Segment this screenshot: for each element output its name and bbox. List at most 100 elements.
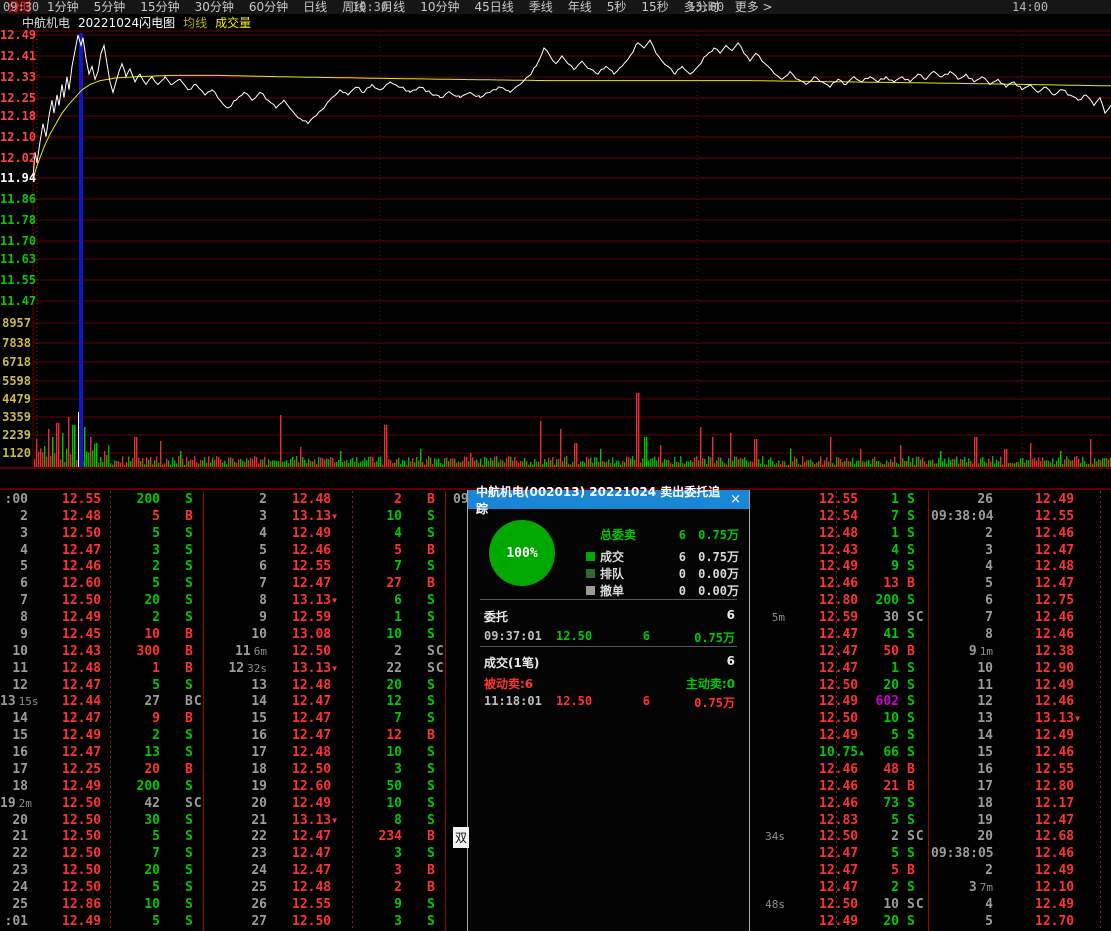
tick-row[interactable]: 27 12.50 3 S	[251, 913, 436, 929]
menu-item-13[interactable]: 年线	[567, 0, 592, 14]
tick-row[interactable]: 12 32s 13.13▼ 22 SC	[228, 660, 445, 676]
tick-row[interactable]: 2 12.48 2 B	[259, 491, 436, 507]
tick-row[interactable]: 09	[453, 491, 469, 507]
tick-row[interactable]: 12.49 20 S	[819, 913, 916, 929]
tick-row[interactable]: 11 6m 12.50 2 SC	[235, 643, 445, 659]
tick-row[interactable]: 12.47 1 S	[819, 660, 916, 676]
menu-item-5[interactable]: 30分钟	[194, 0, 234, 14]
tick-row[interactable]: 7 12.47 27 B	[259, 576, 436, 592]
tick-row[interactable]: 13 13.13▼	[977, 711, 1080, 727]
tick-row[interactable]: 25 12.48 2 B	[251, 880, 436, 896]
tick-row[interactable]: 22 12.47 234 B	[251, 829, 436, 845]
tick-row[interactable]: 3 12.50 5 S	[20, 525, 194, 541]
tick-row[interactable]: 12.46 48 B	[819, 761, 916, 777]
tick-row[interactable]: 15 12.47 7 S	[251, 711, 436, 727]
tick-row[interactable]: 16 12.55	[977, 761, 1075, 777]
tick-row[interactable]: 7 12.50 20 S	[20, 593, 194, 609]
menu-item-11[interactable]: 45日线	[474, 0, 514, 14]
tick-row[interactable]: 17 12.25 20 B	[12, 761, 194, 777]
legend-ma[interactable]: 均线	[183, 16, 208, 30]
tick-row[interactable]: 9 12.59 1 S	[259, 610, 436, 626]
tick-row[interactable]: 12.49 5 S	[819, 728, 916, 744]
tick-row[interactable]: 12.49 9 S	[819, 559, 916, 575]
menu-item-9[interactable]: 月线	[381, 0, 406, 14]
menu-item-15[interactable]: 15秒	[641, 0, 669, 14]
tick-row[interactable]: 13 12.48 20 S	[251, 677, 436, 693]
tick-row[interactable]: 3 12.47	[985, 542, 1075, 558]
tick-row[interactable]: 5m 12.59 30 SC	[771, 610, 925, 626]
tick-row[interactable]: 21 13.13▼ 8 S	[251, 812, 436, 828]
tick-row[interactable]: 34s 12.50 2 SC	[765, 829, 925, 845]
tick-row[interactable]: :00 12.55 200 S	[4, 491, 194, 507]
tick-row[interactable]: 12 12.46	[977, 694, 1075, 710]
tick-row[interactable]: 16 12.47 12 B	[251, 728, 436, 744]
tick-row[interactable]: 18 12.50 3 S	[251, 761, 436, 777]
tick-row[interactable]: 4 12.49 4 S	[259, 525, 436, 541]
tick-row[interactable]: 12.55 1 S	[819, 491, 916, 507]
tick-row[interactable]: 4 12.48	[985, 559, 1075, 575]
tick-row[interactable]: 17 12.48 10 S	[251, 745, 436, 761]
tick-row[interactable]: 12.48 1 S	[819, 525, 916, 541]
tick-row[interactable]: 8 12.46	[985, 626, 1075, 642]
tick-row[interactable]: 10 12.90	[977, 660, 1075, 676]
tick-row[interactable]: 22 12.50 7 S	[12, 846, 194, 862]
tick-row[interactable]: 13 15s 12.44 27 BC	[0, 694, 203, 710]
tick-row[interactable]: 19 2m 12.50 42 SC	[0, 795, 203, 811]
tick-row[interactable]: 12.47 5 S	[819, 846, 916, 862]
menu-item-17[interactable]: 更多 >	[734, 0, 773, 14]
tick-row[interactable]: 26 12.55 9 S	[251, 896, 436, 912]
tick-row[interactable]: 25 12.86 10 S	[12, 896, 194, 912]
tick-row[interactable]: 8 12.49 2 S	[20, 610, 194, 626]
tick-row[interactable]: 14 12.47 12 S	[251, 694, 436, 710]
tick-row[interactable]: 6 12.55 7 S	[259, 559, 436, 575]
tick-row[interactable]: 10.75▲ 66 S	[819, 745, 916, 761]
tick-row[interactable]: 10 13.08 10 S	[251, 626, 436, 642]
menu-item-16[interactable]: 多分时	[683, 0, 720, 14]
tick-row[interactable]: 7 12.46	[985, 610, 1075, 626]
menu-item-12[interactable]: 季线	[528, 0, 553, 14]
menu-item-3[interactable]: 5分钟	[93, 0, 126, 14]
menu-item-14[interactable]: 5秒	[606, 0, 627, 14]
tick-row[interactable]: 24 12.47 3 B	[251, 863, 436, 879]
tick-row[interactable]: 9 1m 12.38	[968, 643, 1075, 659]
tick-row[interactable]: 5 12.70	[985, 913, 1075, 929]
tick-row[interactable]: 19 12.47	[977, 812, 1075, 828]
tick-row[interactable]: 12.47 41 S	[819, 626, 916, 642]
tick-row[interactable]: 12.47 2 S	[819, 880, 916, 896]
tick-row[interactable]: 11 12.49	[977, 677, 1075, 693]
tick-row[interactable]: 12.46 13 B	[819, 576, 916, 592]
tick-row[interactable]: 2 12.48 5 B	[20, 508, 194, 524]
tick-row[interactable]: 19 12.60 50 S	[251, 778, 436, 794]
tick-row[interactable]: 4 12.49	[985, 896, 1075, 912]
tick-row[interactable]: 12.43 4 S	[819, 542, 916, 558]
menu-item-10[interactable]: 10分钟	[420, 0, 460, 14]
tick-row[interactable]: 16 12.47 13 S	[12, 745, 194, 761]
menu-item-1[interactable]: 分时	[8, 0, 33, 14]
tick-row[interactable]: 14 12.47 9 B	[12, 711, 194, 727]
menu-item-4[interactable]: 15分钟	[140, 0, 180, 14]
tick-row[interactable]: 3 13.13▼ 10 S	[259, 508, 436, 524]
tick-row[interactable]: 18 12.17	[977, 795, 1075, 811]
tick-row[interactable]: 5 12.47	[985, 576, 1075, 592]
tick-row[interactable]: 12.46 21 B	[819, 778, 916, 794]
menu-item-6[interactable]: 60分钟	[248, 0, 289, 14]
tick-row[interactable]: 2 12.46	[985, 525, 1075, 541]
tick-row[interactable]: 12.50 20 S	[819, 677, 916, 693]
tick-row[interactable]: 15 12.49 2 S	[12, 728, 194, 744]
tick-row[interactable]: 12.49 602 S	[819, 694, 916, 710]
tick-row[interactable]: 12.46 73 S	[819, 795, 916, 811]
tick-row[interactable]: 20 12.68	[977, 829, 1075, 845]
tick-row[interactable]: 12.47 50 B	[819, 643, 916, 659]
tick-row[interactable]: 23 12.50 20 S	[12, 863, 194, 879]
tick-row[interactable]: 6 12.60 5 S	[20, 576, 194, 592]
tick-row[interactable]: 12.80 200 S	[819, 593, 916, 609]
tick-row[interactable]: 5 12.46 5 B	[259, 542, 436, 558]
tick-row[interactable]: 48s 12.50 10 SC	[765, 896, 925, 912]
tick-row[interactable]: 4 12.47 3 S	[20, 542, 194, 558]
menu-item-2[interactable]: 1分钟	[47, 0, 79, 14]
tick-row[interactable]: 23 12.47 3 S	[251, 846, 436, 862]
close-icon[interactable]: ×	[730, 492, 741, 507]
tick-row[interactable]: 12.83 5 S	[819, 812, 916, 828]
menu-item-8[interactable]: 周线	[342, 0, 367, 14]
tick-row[interactable]: 12.47 5 B	[819, 863, 916, 879]
